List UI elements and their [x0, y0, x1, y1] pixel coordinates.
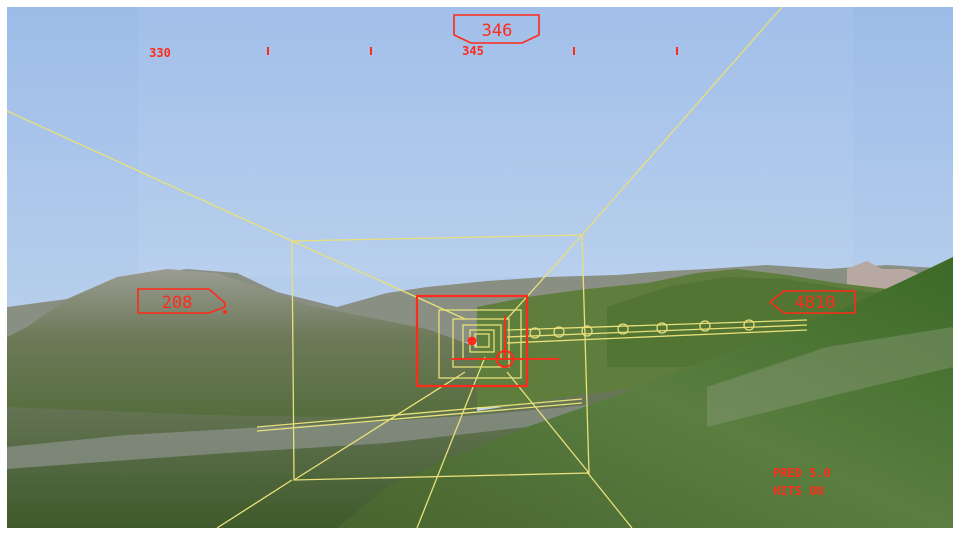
airspeed-indicator: 208 [137, 288, 227, 314]
tunnel-converge-4 [506, 371, 590, 474]
tunnel-edge-top-left [7, 110, 293, 242]
heading-tape: 346 330 345 [149, 14, 678, 60]
tunnel-branch-low [506, 329, 808, 344]
tunnel-branch-mid [506, 324, 808, 338]
heading-readout: 346 [482, 21, 513, 41]
tunnel-converge-3 [293, 371, 466, 481]
tunnel-ring [553, 326, 565, 338]
aircraft-dot-icon [467, 336, 477, 346]
river-bed [7, 403, 627, 469]
tunnel-ring [529, 327, 541, 339]
heading-label-345: 345 [462, 44, 484, 58]
tunnel-converge-2 [506, 234, 583, 320]
airspeed-readout: 208 [162, 293, 193, 313]
status-pred: PRED 5.0 [773, 466, 831, 480]
altitude-readout: 4810 [795, 293, 836, 313]
status-panel: PRED 5.0 HITS ON [773, 466, 831, 498]
foreground-highlight [707, 327, 953, 427]
tunnel-ring [617, 323, 629, 335]
altitude-indicator: 4810 [768, 290, 856, 314]
sky-filter-panel [138, 7, 853, 277]
tunnel-frame-2 [438, 309, 522, 379]
left-mountain [7, 269, 477, 437]
flight-view: 346 330 345 208 4810 P [7, 7, 953, 528]
flight-scene: 346 330 345 208 4810 P [7, 7, 953, 528]
tunnel-edge-top-right [581, 7, 783, 236]
airspeed-box [137, 288, 226, 314]
tunnel-ring [743, 319, 755, 331]
airspeed-trend-dot [223, 310, 227, 314]
tunnel-ring [699, 320, 711, 332]
foreground-slope [337, 257, 953, 528]
altitude-box [768, 290, 856, 314]
tunnel-branch-left-low [256, 402, 583, 432]
tunnel-converge-1 [291, 240, 466, 320]
tunnel-branch-left-top [256, 398, 583, 428]
tunnel-edge-bottom-right [586, 471, 633, 528]
target-box-icon [415, 294, 529, 388]
status-hits: HITS ON [773, 484, 824, 498]
tunnel-ring [581, 325, 593, 337]
target-reticle [415, 294, 559, 388]
heading-box [453, 14, 540, 44]
tunnel-guidance [7, 7, 808, 528]
tunnel-ring [656, 322, 668, 334]
flight-path-marker-icon [496, 350, 514, 368]
tunnel-edge-bottom-left [216, 479, 293, 528]
heading-label-330: 330 [149, 46, 171, 60]
tunnel-branch-top [506, 319, 808, 331]
